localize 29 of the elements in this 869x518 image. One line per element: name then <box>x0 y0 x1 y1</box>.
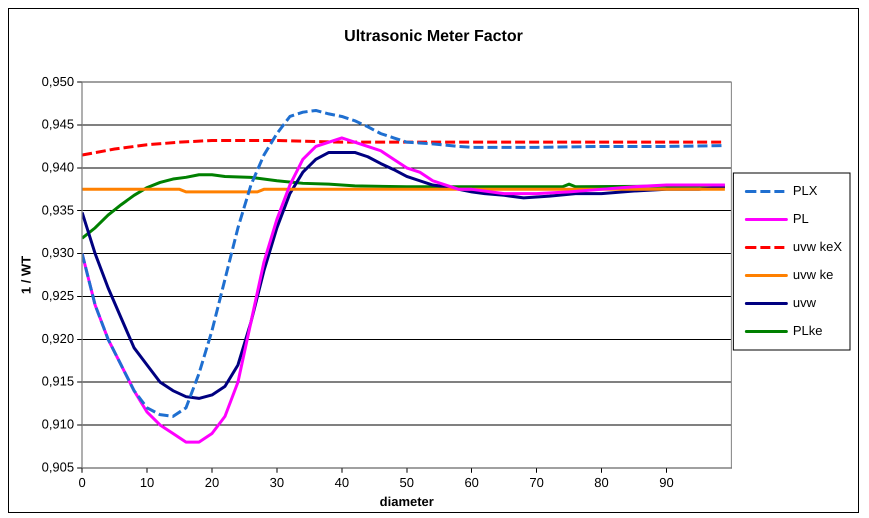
legend-label: uvw ke <box>792 267 834 282</box>
y-tick-label: 0,930 <box>42 245 74 260</box>
y-tick-label: 0,935 <box>42 202 74 218</box>
legend-label: uvw keX <box>792 239 842 254</box>
legend-label: uvw <box>792 295 817 310</box>
legend-label: PL <box>792 211 809 226</box>
x-tick-label: 70 <box>529 475 544 490</box>
x-tick-label: 10 <box>140 475 154 490</box>
y-tick-label: 0,950 <box>42 74 74 89</box>
y-tick-label: 0,915 <box>42 374 74 389</box>
x-tick-label: 90 <box>659 475 674 490</box>
y-tick-label: 0,925 <box>42 288 74 303</box>
x-tick-label: 20 <box>204 475 220 490</box>
y-tick-label: 0,910 <box>42 416 74 432</box>
y-tick-label: 0,940 <box>42 159 74 174</box>
x-axis-title: diameter <box>380 494 434 509</box>
x-tick-label: 80 <box>594 475 609 490</box>
y-axis-title: 1 / WT <box>18 256 34 294</box>
x-tick-label: 30 <box>270 475 284 490</box>
x-tick-label: 60 <box>464 475 479 490</box>
y-tick-label: 0,920 <box>42 330 74 346</box>
y-tick-label: 0,905 <box>42 459 74 474</box>
legend-label: PLke <box>792 323 823 338</box>
x-tick-label: 0 <box>78 475 86 490</box>
legend-label: PLX <box>792 183 818 198</box>
x-tick-label: 50 <box>400 475 414 490</box>
x-tick-label: 40 <box>334 475 350 490</box>
chart-title: Ultrasonic Meter Factor <box>344 28 523 46</box>
y-tick-label: 0,945 <box>42 116 74 132</box>
